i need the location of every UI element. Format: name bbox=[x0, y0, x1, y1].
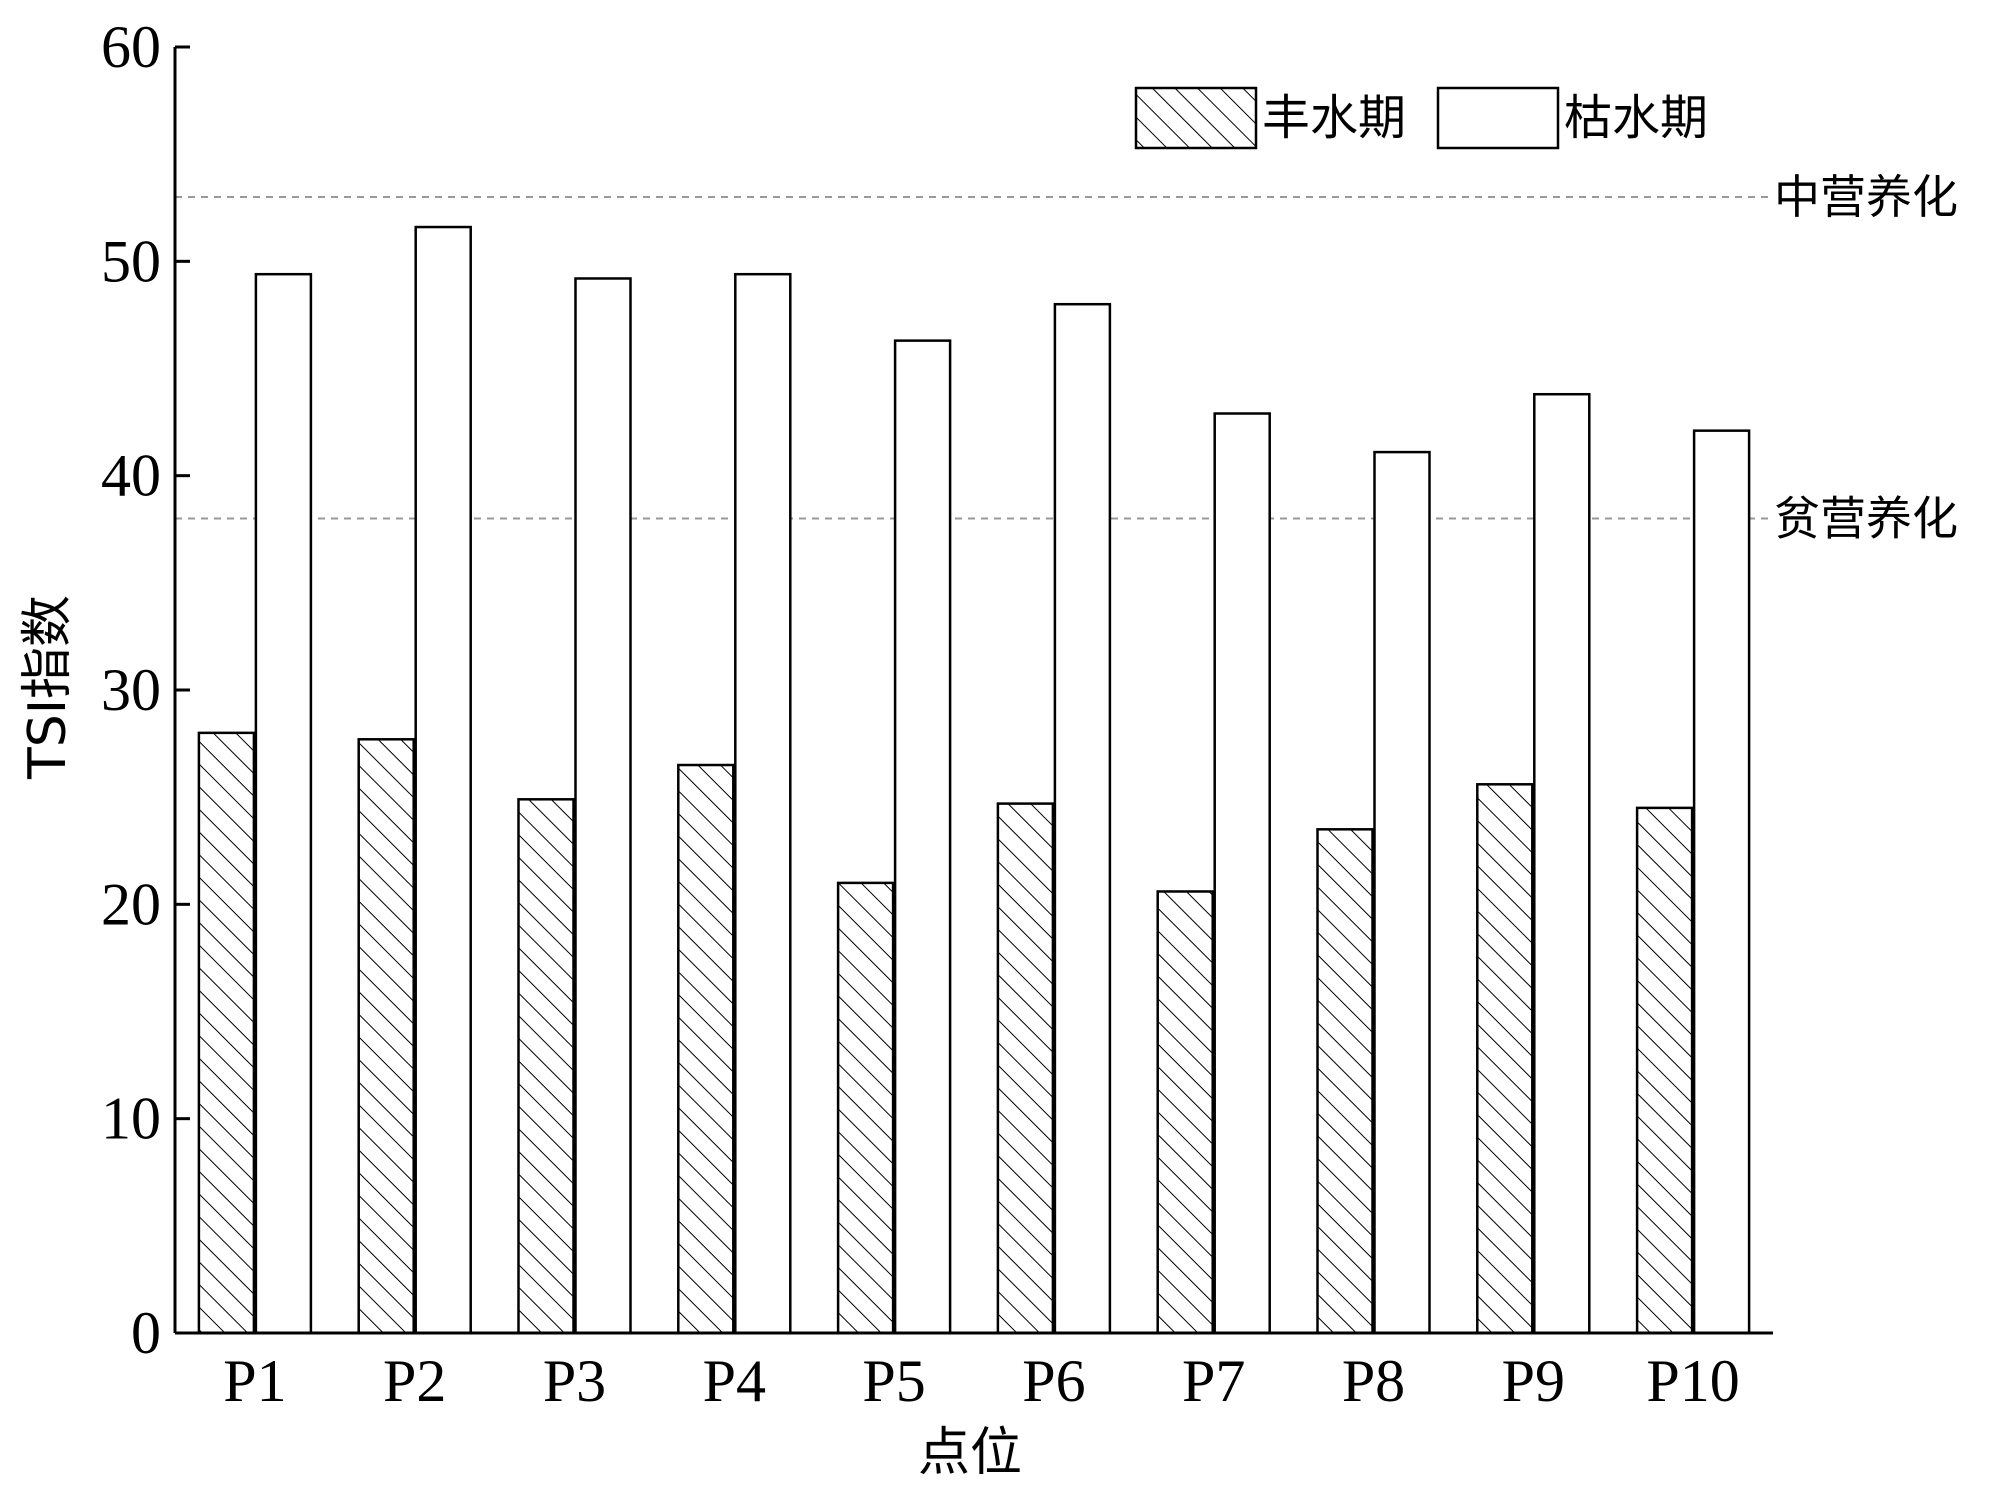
bar-P1-series-0 bbox=[197, 731, 256, 1335]
x-tick-label-P6: P6 bbox=[1022, 1348, 1085, 1414]
bar-P9-series-0 bbox=[1476, 783, 1534, 1335]
reference-label-1: 贫营养化 bbox=[1774, 492, 1958, 546]
bar-P8-series-0 bbox=[1316, 828, 1374, 1335]
legend-label-series-0: 丰水期 bbox=[1262, 90, 1406, 146]
y-tick-label-30: 30 bbox=[101, 657, 161, 723]
bar-P3-series-0 bbox=[517, 798, 575, 1335]
bar-P5-series-1 bbox=[893, 339, 952, 1335]
y-tick-label-10: 10 bbox=[101, 1086, 161, 1152]
y-tick-label-0: 0 bbox=[131, 1300, 161, 1366]
bar-P4-series-0 bbox=[677, 763, 735, 1335]
x-tick-label-P7: P7 bbox=[1182, 1348, 1245, 1414]
bar-P4-series-1 bbox=[734, 272, 792, 1335]
bar-P2-series-0 bbox=[357, 738, 415, 1335]
bar-P6-series-1 bbox=[1053, 302, 1112, 1335]
legend-swatch-series-1 bbox=[1436, 86, 1560, 150]
y-axis-title: TSI指数 bbox=[18, 595, 78, 780]
reference-label-0: 中营养化 bbox=[1774, 170, 1958, 224]
bar-P1-series-1 bbox=[254, 272, 313, 1335]
x-tick-label-P8: P8 bbox=[1342, 1348, 1405, 1414]
bar-P3-series-1 bbox=[574, 277, 632, 1335]
bar-P10-series-0 bbox=[1635, 806, 1694, 1335]
x-tick-label-P5: P5 bbox=[862, 1348, 925, 1414]
x-tick-label-P2: P2 bbox=[383, 1348, 446, 1414]
x-tick-label-P9: P9 bbox=[1502, 1348, 1565, 1414]
legend-swatch-series-0 bbox=[1134, 86, 1258, 150]
bar-P5-series-0 bbox=[836, 881, 895, 1335]
x-tick-label-P3: P3 bbox=[543, 1348, 606, 1414]
y-tick-label-50: 50 bbox=[101, 228, 161, 294]
legend-label-series-1: 枯水期 bbox=[1564, 90, 1708, 146]
x-tick-label-P1: P1 bbox=[223, 1348, 286, 1414]
x-tick-label-P4: P4 bbox=[703, 1348, 766, 1414]
x-tick-label-P10: P10 bbox=[1646, 1348, 1739, 1414]
x-axis-title: 点位 bbox=[918, 1423, 1022, 1483]
bar-P7-series-1 bbox=[1213, 412, 1271, 1335]
y-tick-label-40: 40 bbox=[101, 443, 161, 509]
bar-P2-series-1 bbox=[414, 225, 472, 1335]
bar-P6-series-0 bbox=[996, 802, 1055, 1335]
y-tick-label-60: 60 bbox=[101, 14, 161, 80]
bar-P8-series-1 bbox=[1373, 450, 1431, 1335]
y-tick-label-20: 20 bbox=[101, 871, 161, 937]
bar-P9-series-1 bbox=[1533, 392, 1591, 1335]
bar-P10-series-1 bbox=[1692, 429, 1751, 1335]
bar-P7-series-0 bbox=[1156, 890, 1214, 1335]
